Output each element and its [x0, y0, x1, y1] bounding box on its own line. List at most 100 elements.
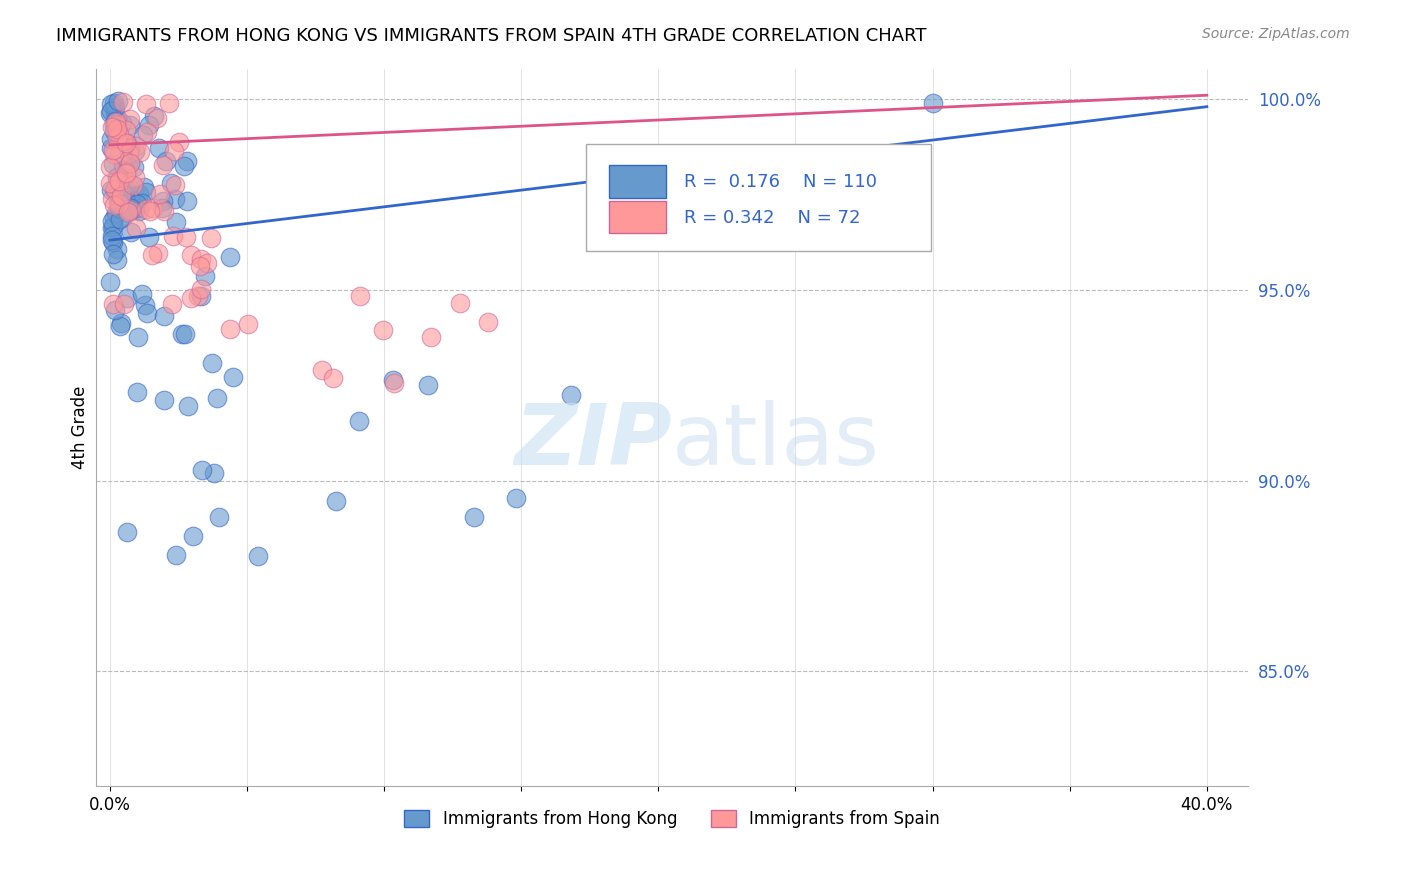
- Point: [120, 225, 142, 239]
- Point: [98, 276, 121, 290]
- Point: [219, 250, 242, 264]
- Point: [181, 529, 204, 543]
- Point: [108, 174, 131, 188]
- Point: [138, 230, 160, 244]
- Point: [122, 160, 145, 174]
- Point: [134, 298, 156, 312]
- Point: [165, 192, 187, 206]
- Point: [165, 215, 187, 229]
- Point: [135, 97, 157, 112]
- Point: [100, 228, 122, 243]
- Point: [463, 510, 485, 524]
- Point: [200, 231, 222, 245]
- Point: [125, 201, 148, 215]
- Point: [105, 206, 128, 220]
- Point: [105, 252, 128, 267]
- Point: [124, 144, 146, 158]
- Point: [100, 233, 122, 247]
- Point: [103, 95, 125, 110]
- FancyBboxPatch shape: [586, 144, 931, 252]
- Point: [195, 256, 218, 270]
- Point: [118, 202, 141, 217]
- Point: [143, 109, 166, 123]
- Point: [146, 111, 169, 125]
- Point: [115, 169, 138, 183]
- Point: [107, 195, 129, 210]
- Point: [105, 115, 128, 129]
- Point: [118, 156, 141, 170]
- Point: [105, 122, 128, 136]
- Point: [420, 330, 443, 344]
- Point: [477, 315, 499, 329]
- Point: [174, 230, 197, 244]
- Point: [190, 288, 212, 302]
- Point: [115, 165, 138, 179]
- Point: [187, 288, 209, 302]
- Point: [107, 146, 129, 161]
- Point: [153, 309, 176, 323]
- Point: [162, 144, 184, 158]
- Point: [114, 136, 136, 151]
- Point: [117, 205, 139, 219]
- Point: [125, 385, 148, 400]
- Point: [100, 104, 122, 119]
- Point: [152, 159, 174, 173]
- Point: [125, 139, 148, 153]
- Point: [152, 194, 174, 208]
- Point: [921, 95, 943, 110]
- Point: [101, 296, 124, 310]
- Bar: [609, 202, 666, 234]
- Point: [179, 247, 201, 261]
- Text: ZIP: ZIP: [515, 400, 672, 483]
- Point: [105, 131, 128, 145]
- Point: [104, 302, 127, 317]
- Point: [101, 219, 124, 233]
- Point: [107, 94, 129, 108]
- Point: [165, 548, 187, 562]
- Point: [103, 197, 125, 211]
- Point: [382, 373, 405, 387]
- Point: [103, 183, 125, 197]
- Point: [103, 147, 125, 161]
- Point: [121, 178, 143, 193]
- Point: [173, 159, 195, 173]
- Point: [373, 323, 395, 337]
- Point: [219, 322, 242, 336]
- Point: [135, 202, 157, 217]
- Point: [311, 362, 333, 376]
- Point: [505, 491, 527, 505]
- Point: [247, 549, 270, 563]
- Point: [98, 160, 121, 174]
- Point: [108, 195, 131, 210]
- Point: [115, 193, 138, 207]
- Point: [162, 229, 184, 244]
- Point: [101, 192, 124, 206]
- Point: [177, 400, 200, 414]
- Point: [104, 106, 127, 120]
- Point: [108, 318, 131, 333]
- Point: [103, 235, 125, 249]
- Point: [103, 102, 125, 116]
- Point: [118, 141, 141, 155]
- Point: [105, 242, 128, 256]
- Point: [153, 203, 176, 218]
- Point: [150, 201, 173, 215]
- Point: [176, 194, 198, 208]
- Point: [112, 210, 135, 224]
- Point: [114, 182, 136, 196]
- Point: [208, 509, 231, 524]
- Point: [115, 291, 138, 305]
- Point: [101, 247, 124, 261]
- Point: [120, 112, 142, 127]
- Point: [111, 116, 134, 130]
- Point: [112, 297, 135, 311]
- Point: [382, 376, 405, 390]
- Point: [108, 194, 131, 209]
- Point: [104, 182, 127, 196]
- Point: [100, 183, 122, 197]
- Point: [100, 131, 122, 145]
- Point: [157, 96, 180, 111]
- Point: [142, 201, 165, 215]
- Point: [136, 306, 159, 320]
- Point: [107, 187, 129, 202]
